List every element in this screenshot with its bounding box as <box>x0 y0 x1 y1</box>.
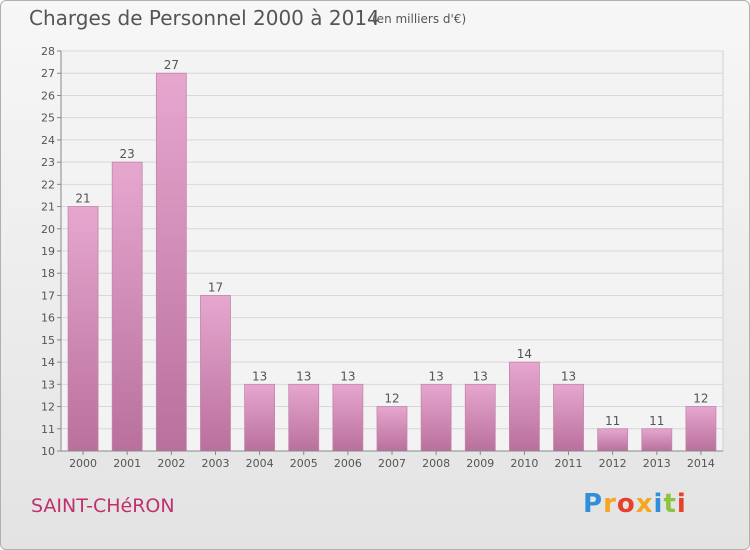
y-tick-label: 22 <box>41 178 55 191</box>
data-label: 13 <box>296 369 311 383</box>
data-label: 12 <box>384 392 399 406</box>
x-tick-label: 2007 <box>378 457 406 470</box>
bar-2000 <box>67 206 99 452</box>
data-label: 23 <box>120 147 135 161</box>
x-tick-label: 2004 <box>246 457 274 470</box>
bar-2004 <box>244 383 276 452</box>
y-tick-label: 13 <box>41 378 55 391</box>
x-tick-label: 2010 <box>510 457 538 470</box>
logo-letter: t <box>663 489 677 519</box>
data-label: 12 <box>693 392 708 406</box>
x-axis: 2000 2001 2002 2003 2004 2005 2006 2007 2008 2009… <box>61 450 723 470</box>
y-tick-label: 21 <box>41 201 55 214</box>
data-label: 13 <box>473 369 488 383</box>
data-label: 13 <box>340 369 355 383</box>
bar-2014 <box>685 406 717 452</box>
bar-2006 <box>332 383 364 452</box>
y-tick-label: 19 <box>41 245 55 258</box>
logo-letter: i <box>653 489 664 519</box>
x-tick-label: 2000 <box>69 457 97 470</box>
x-tick-label: 2005 <box>290 457 318 470</box>
logo-letter: o <box>616 489 636 519</box>
bar-2001 <box>111 161 143 452</box>
x-tick-label: 2009 <box>466 457 494 470</box>
chart-subtitle: (en milliers d'€) <box>372 12 467 26</box>
y-tick-label: 14 <box>41 356 55 369</box>
logo-letter: P <box>583 489 604 519</box>
y-tick-label: 25 <box>41 112 55 125</box>
bar-2008 <box>420 383 452 452</box>
x-tick-label: 2003 <box>201 457 229 470</box>
y-tick-label: 11 <box>41 423 55 436</box>
y-tick-label: 17 <box>41 289 55 302</box>
logo-letter: x <box>635 489 654 519</box>
logo-letter: r <box>603 489 617 519</box>
y-axis: 10 11 12 13 14 15 16 17 18 19 20 21 22 23 24 25 26 27 28 <box>41 45 62 458</box>
bar-2002 <box>155 72 187 452</box>
data-label: 21 <box>75 192 90 206</box>
x-tick-label: 2002 <box>157 457 185 470</box>
y-tick-label: 24 <box>41 134 55 147</box>
y-tick-label: 23 <box>41 156 55 169</box>
y-tick-label: 28 <box>41 45 55 58</box>
data-label: 13 <box>252 369 267 383</box>
x-tick-label: 2012 <box>599 457 627 470</box>
location-name: SAINT-CHéRON <box>31 495 175 517</box>
bar-2011 <box>553 383 584 452</box>
proxiti-logo: Proxiti <box>583 489 687 519</box>
y-tick-label: 27 <box>41 67 55 80</box>
data-label: 17 <box>208 280 223 294</box>
x-tick-label: 2006 <box>334 457 362 470</box>
bar-2005 <box>288 383 320 452</box>
data-label: 13 <box>428 369 443 383</box>
y-tick-label: 10 <box>41 445 55 458</box>
y-tick-label: 12 <box>41 401 55 414</box>
y-tick-label: 18 <box>41 267 55 280</box>
bar-2007 <box>376 406 408 452</box>
bar-2013 <box>641 428 673 452</box>
bar-2010 <box>508 361 540 452</box>
y-tick-label: 15 <box>41 334 55 347</box>
x-tick-label: 2014 <box>687 457 715 470</box>
x-tick-label: 2011 <box>555 457 583 470</box>
y-tick-label: 20 <box>41 223 55 236</box>
x-tick-label: 2008 <box>422 457 450 470</box>
bars: 21 23 27 17 13 13 13 12 13 13 14 13 11 11 12 <box>67 58 717 452</box>
bar-2012 <box>597 428 629 452</box>
data-label: 13 <box>561 369 576 383</box>
y-tick-label: 26 <box>41 89 55 102</box>
data-label: 27 <box>164 58 179 72</box>
logo-letter: i <box>676 489 687 519</box>
chart-title: Charges de Personnel 2000 à 2014 <box>29 6 380 30</box>
y-tick-label: 16 <box>41 312 55 325</box>
bar-2003 <box>200 295 231 452</box>
data-label: 14 <box>517 347 532 361</box>
bar-2009 <box>464 383 496 452</box>
x-tick-label: 2013 <box>643 457 671 470</box>
data-label: 11 <box>605 414 620 428</box>
data-label: 11 <box>649 414 664 428</box>
x-tick-label: 2001 <box>113 457 141 470</box>
